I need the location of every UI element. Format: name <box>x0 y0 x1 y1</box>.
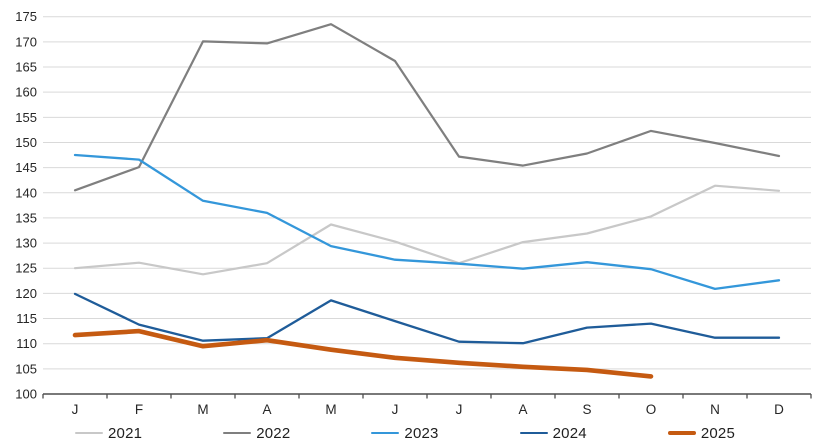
legend-label-2025: 2025 <box>700 424 735 442</box>
legend-swatch-2021 <box>75 432 103 434</box>
y-tick-label: 120 <box>15 286 37 301</box>
x-tick-label: A <box>262 402 271 417</box>
y-tick-label: 125 <box>15 261 37 276</box>
series-line-2024 <box>73 292 781 345</box>
legend-label-2023: 2023 <box>404 424 439 442</box>
x-tick-label: J <box>456 402 463 417</box>
y-tick-label: 130 <box>15 236 37 251</box>
y-tick-label: 170 <box>15 34 37 49</box>
chart-legend: 2021 2022 2023 2024 2025 <box>75 421 735 445</box>
y-tick-label: 155 <box>15 110 37 125</box>
series-line-2023 <box>73 153 781 291</box>
y-tick-label: 150 <box>15 135 37 150</box>
x-tick-label: J <box>392 402 399 417</box>
legend-swatch-2022 <box>223 432 252 434</box>
legend-label-2022: 2022 <box>256 424 291 442</box>
x-tick-label: J <box>72 402 79 417</box>
series-line-2022 <box>73 23 781 192</box>
legend-label-2021: 2021 <box>108 424 143 442</box>
legend-item-2022: 2022 <box>223 425 290 442</box>
x-tick-label: D <box>774 402 784 417</box>
y-tick-label: 100 <box>15 387 37 402</box>
legend-swatch-2025 <box>667 431 696 435</box>
x-tick-label: M <box>197 402 208 417</box>
x-tick-label: F <box>135 402 143 417</box>
y-tick-label: 160 <box>15 85 37 100</box>
legend-label-2024: 2024 <box>552 424 587 442</box>
y-tick-label: 135 <box>15 210 37 225</box>
y-tick-label: 110 <box>16 336 37 351</box>
x-tick-label: A <box>518 402 527 417</box>
y-tick-label: 145 <box>15 160 37 175</box>
x-tick-label: O <box>646 402 657 417</box>
series-line-2025 <box>72 328 654 379</box>
series-line-2021 <box>73 184 781 276</box>
legend-item-2025: 2025 <box>667 424 735 442</box>
y-tick-label: 165 <box>15 60 37 75</box>
legend-swatch-2023 <box>371 432 400 434</box>
x-tick-label: M <box>325 402 336 417</box>
y-tick-label: 115 <box>16 311 37 326</box>
y-tick-label: 105 <box>15 361 37 376</box>
legend-item-2024: 2024 <box>519 424 587 442</box>
x-tick-label: S <box>582 402 591 417</box>
legend-item-2021: 2021 <box>75 425 142 442</box>
legend-item-2023: 2023 <box>371 425 438 442</box>
y-tick-label: 140 <box>15 185 37 200</box>
y-tick-label: 175 <box>15 9 37 24</box>
x-tick-label: N <box>710 402 720 417</box>
legend-swatch-2024 <box>519 432 548 434</box>
